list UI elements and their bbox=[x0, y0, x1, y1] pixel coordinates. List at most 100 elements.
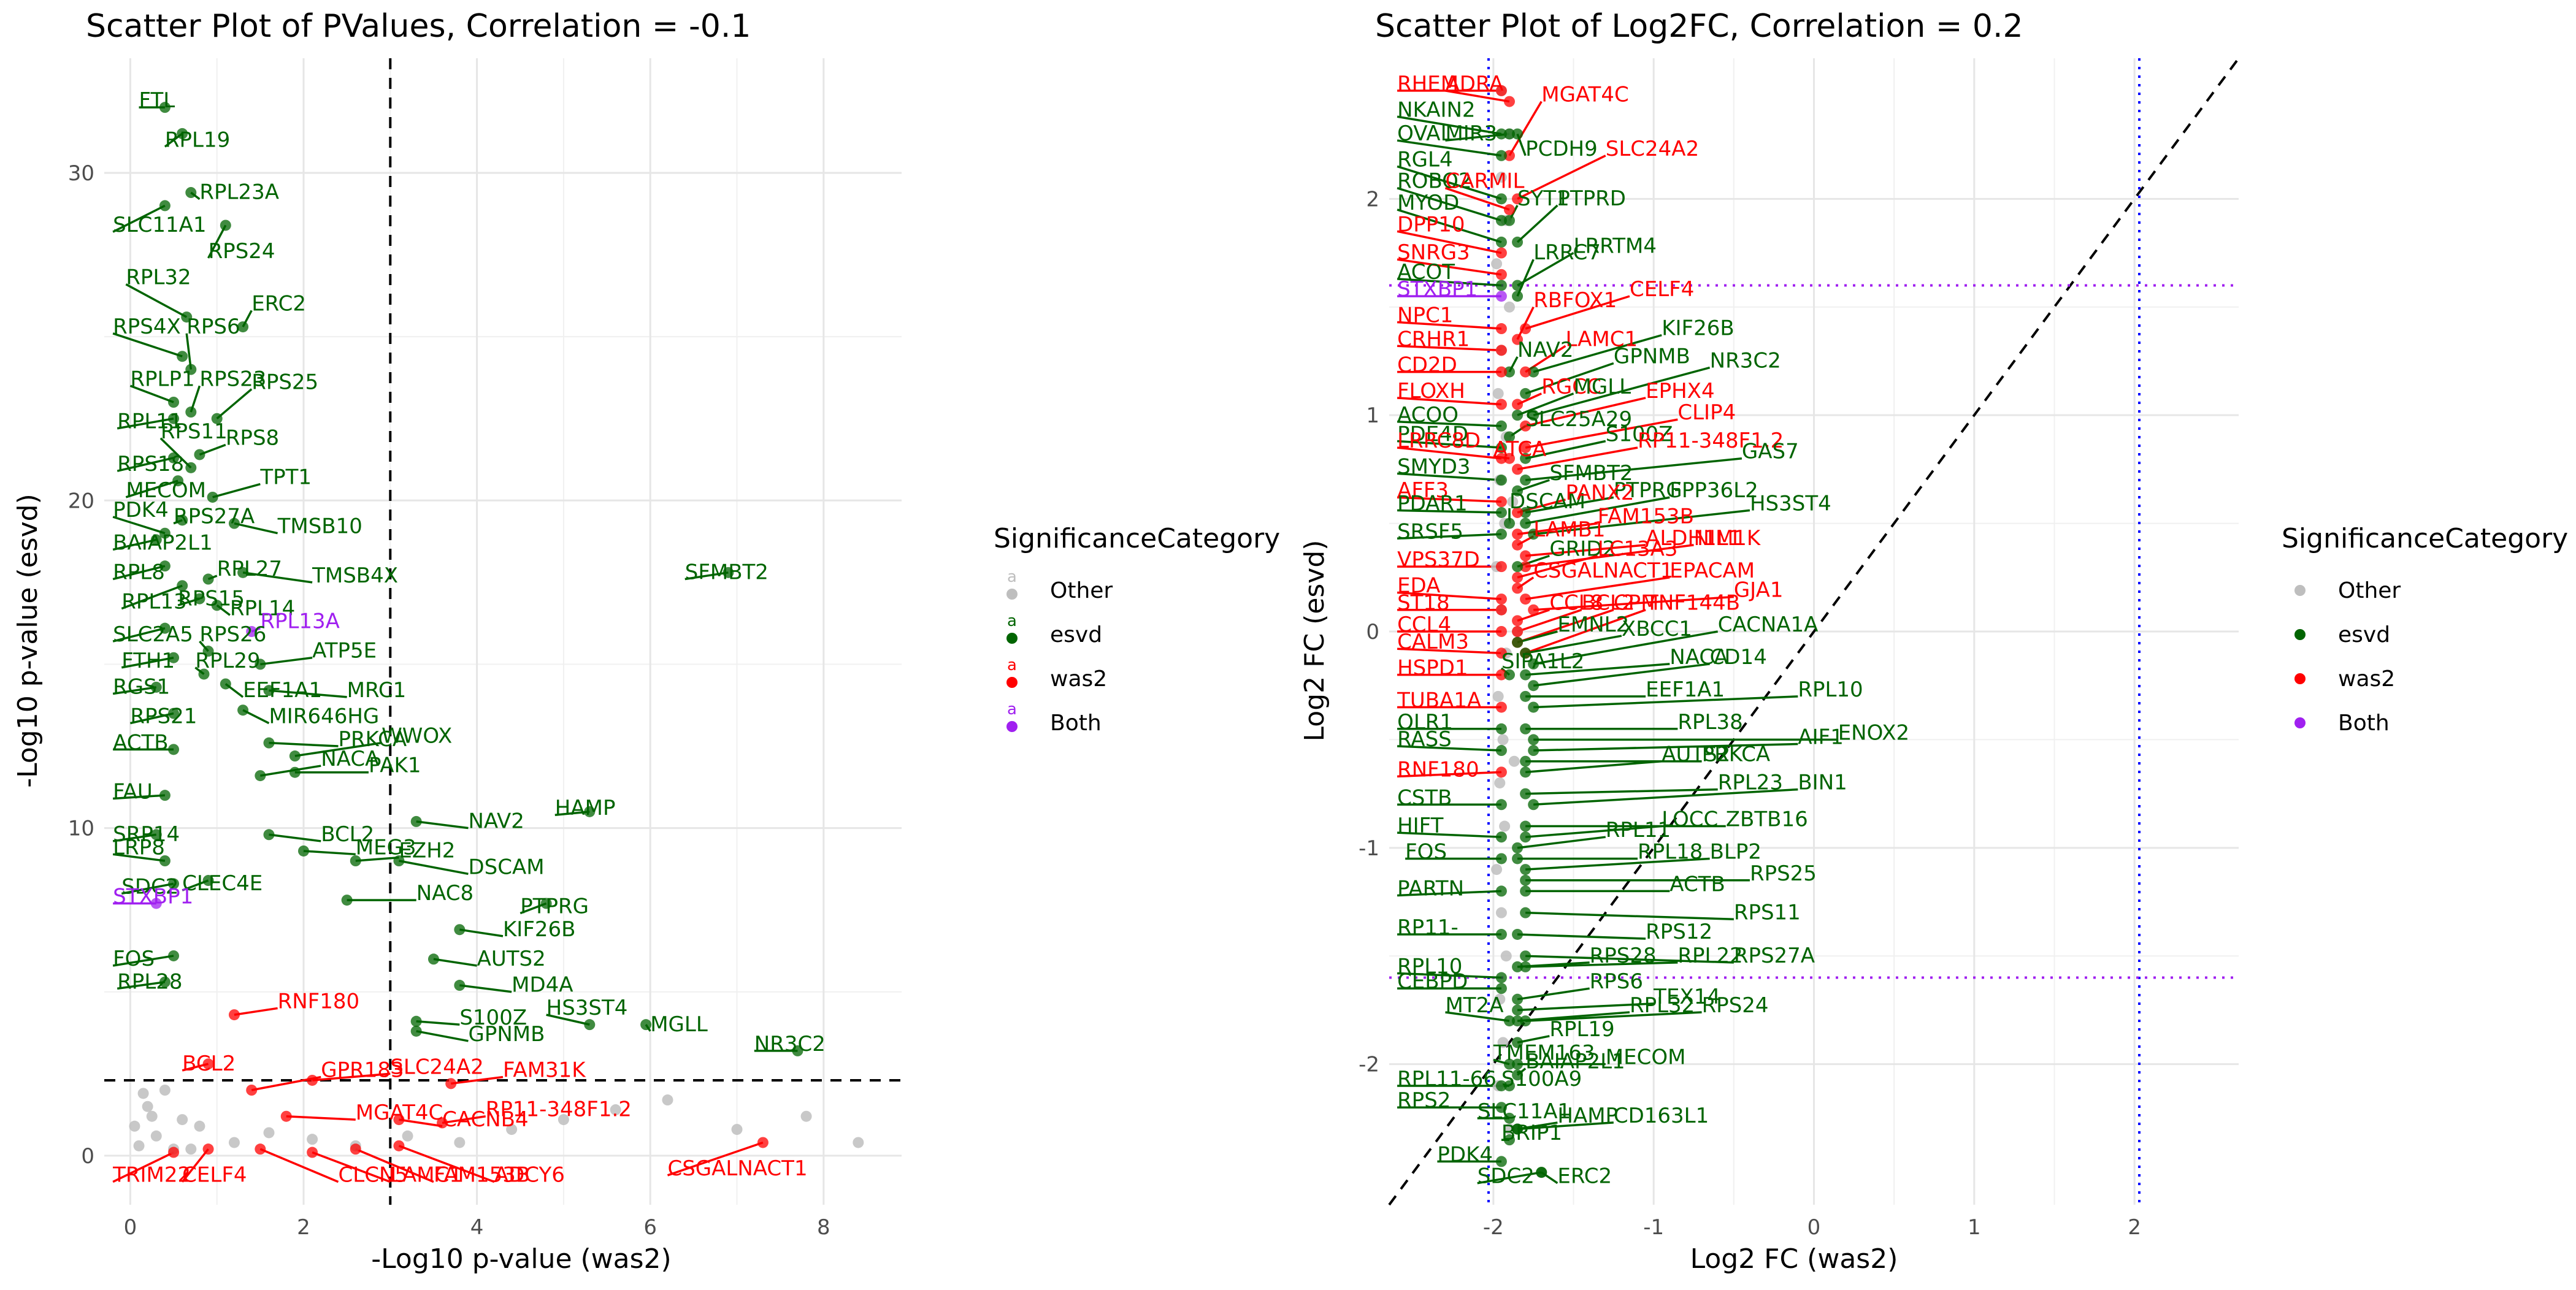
log2fc-y-tick-label: 2 bbox=[1366, 187, 1379, 212]
log2fc-gene-label: RASS bbox=[1397, 727, 1452, 752]
pvalue-gene-label: NACA bbox=[321, 747, 379, 771]
log2fc-gene-label: FAM153B bbox=[1598, 505, 1694, 529]
pvalue-gene-label: RP11-348F1.2 bbox=[486, 1097, 632, 1122]
log2fc-point-esvd bbox=[1520, 690, 1531, 702]
pvalue-gene-label: RPS6 bbox=[186, 315, 240, 339]
log2fc-point-esvd bbox=[1503, 1058, 1515, 1070]
pvalue-gene-label: SFMBT2 bbox=[685, 560, 769, 585]
pvalue-gene-label: RPS21 bbox=[130, 704, 197, 729]
log2fc-point-other bbox=[1491, 258, 1503, 270]
log2fc-gene-label: CELF4 bbox=[1630, 277, 1694, 302]
pvalue-gene-label: RPS27A bbox=[174, 505, 255, 529]
legend-item-label: Both bbox=[1050, 711, 1102, 736]
pvalue-connector bbox=[684, 571, 729, 581]
pvalue-connector bbox=[112, 686, 157, 695]
log2fc-gene-label: OLR1 bbox=[1397, 710, 1453, 735]
pvalue-gene-label: DSCAM bbox=[468, 855, 544, 879]
pvalue-gene-label: TMSB4X bbox=[312, 563, 398, 588]
log2fc-connector bbox=[1517, 1011, 1630, 1022]
log2fc-gene-label: BLP2 bbox=[1710, 839, 1761, 864]
log2fc-connector bbox=[1525, 911, 1734, 921]
log2fc-connector bbox=[1517, 1121, 1614, 1131]
log2fc-point-was2 bbox=[1520, 550, 1531, 562]
log2fc-gene-label: RPL23 bbox=[1718, 771, 1783, 795]
pvalue-gene-label: ERC2 bbox=[251, 291, 306, 316]
pvalue-connector bbox=[112, 1151, 174, 1183]
pvalue-gene-label: BAIAP2L1 bbox=[113, 530, 213, 555]
pvalue-gene-label: BCL2 bbox=[182, 1051, 236, 1076]
pvalue-connector bbox=[312, 1151, 391, 1183]
log2fc-point-other bbox=[1497, 1037, 1509, 1048]
log2fc-connector bbox=[1517, 446, 1638, 471]
log2fc-point-esvd bbox=[1503, 517, 1515, 529]
log2fc-gene-label: SMYD3 bbox=[1397, 454, 1471, 479]
log2fc-point-was2 bbox=[1495, 399, 1507, 410]
log2fc-gene-label: BRIP1 bbox=[1501, 1121, 1562, 1145]
log2fc-connector bbox=[1397, 533, 1501, 540]
log2fc-gene-label: RPS2 bbox=[1397, 1088, 1451, 1113]
log2fc-gene-label: RP11- bbox=[1397, 915, 1459, 940]
log2fc-point-other bbox=[1495, 907, 1507, 918]
log2fc-connector bbox=[1525, 397, 1646, 427]
pvalue-gene-label: CLCN5 bbox=[339, 1163, 408, 1188]
pvalue-connector bbox=[117, 417, 174, 430]
pvalue-gene-label: RPL27 bbox=[217, 557, 282, 581]
pvalue-connector bbox=[112, 833, 157, 842]
log2fc-connector bbox=[1517, 987, 1590, 1001]
pvalue-point-was2 bbox=[757, 1137, 769, 1148]
pvalue-gene-label: RPS18 bbox=[117, 452, 184, 476]
log2fc-connector bbox=[1397, 321, 1502, 330]
log2fc-label-connectors bbox=[1397, 90, 1838, 1185]
pvalue-point-other bbox=[159, 1085, 171, 1096]
pvalue-connector bbox=[450, 1075, 504, 1085]
log2fc-point-was2 bbox=[1495, 701, 1507, 713]
log2fc-gene-label: LOCC bbox=[1662, 807, 1718, 832]
log2fc-point-was2 bbox=[1503, 204, 1515, 215]
pvalue-connector bbox=[416, 1030, 469, 1042]
log2fc-connector bbox=[1525, 440, 1606, 460]
log2fc-x-tick-label: -1 bbox=[1643, 1215, 1664, 1240]
log2fc-gene-label: MGLL bbox=[1574, 375, 1631, 399]
pvalue-point-other bbox=[185, 1143, 197, 1155]
log2fc-gene-label: CCL4 bbox=[1397, 613, 1451, 637]
pvalue-point-esvd bbox=[255, 770, 266, 782]
log2fc-connector bbox=[1477, 1171, 1542, 1185]
log2fc-point-esvd bbox=[1512, 561, 1524, 573]
log2fc-point-was2 bbox=[1520, 420, 1531, 432]
pvalue-gene-label: RPL8 bbox=[113, 560, 165, 585]
pvalue-connector bbox=[242, 571, 313, 584]
pvalue-gene-label: RPL23A bbox=[199, 180, 279, 205]
log2fc-point-esvd bbox=[1520, 788, 1531, 800]
log2fc-gene-label: DSCAM bbox=[1509, 489, 1585, 514]
pvalue-gene-label: NAC8 bbox=[416, 881, 473, 906]
pvalue-gene-label: MEG3 bbox=[356, 835, 416, 860]
legend-key-glyph: a bbox=[1007, 700, 1017, 719]
log2fc-gene-label: HSPD1 bbox=[1397, 656, 1468, 681]
pvalue-point-other bbox=[610, 1104, 621, 1116]
log2fc-gene-label: BIN1 bbox=[1798, 771, 1847, 795]
log2fc-point-was2 bbox=[1512, 615, 1524, 627]
log2fc-point-esvd bbox=[1495, 723, 1507, 735]
pvalue-connector bbox=[398, 1145, 495, 1183]
log2fc-gene-label: RPS27A bbox=[1734, 944, 1815, 968]
pvalue-point-esvd bbox=[159, 102, 171, 113]
pvalue-gene-label: ATP5E bbox=[312, 639, 377, 663]
log2fc-scatter-panel: Scatter Plot of Log2FC, Correlation = 0.… bbox=[1299, 8, 2240, 1275]
log2fc-gene-label: NR3C2 bbox=[1710, 349, 1781, 373]
legend-key-point bbox=[1006, 633, 1018, 644]
pvalue-point-esvd bbox=[202, 573, 214, 585]
legend-key-point bbox=[1006, 677, 1018, 688]
pvalue-connector bbox=[260, 657, 313, 666]
pvalue-point-esvd bbox=[211, 600, 223, 611]
log2fc-gene-label: OVAL bbox=[1397, 121, 1452, 146]
log2fc-gene-label: RGCC bbox=[1541, 375, 1601, 399]
log2fc-connector bbox=[1525, 496, 1614, 514]
log2fc-point-other bbox=[1507, 496, 1519, 508]
log2fc-connector bbox=[1397, 831, 1501, 838]
log2fc-gene-label: RPS6 bbox=[1590, 969, 1643, 994]
pvalue-connector bbox=[234, 522, 278, 535]
log2fc-point-esvd bbox=[1512, 1015, 1524, 1027]
log2fc-gene-label: STXBP1 bbox=[1397, 277, 1478, 302]
log2fc-gene-label: RP11-348F1.2 bbox=[1638, 429, 1784, 453]
